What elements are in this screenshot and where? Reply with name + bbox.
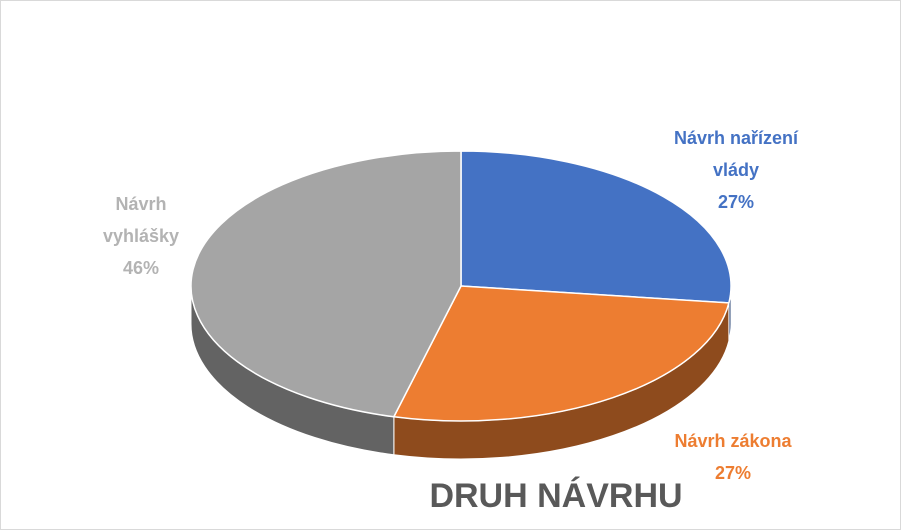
- data-label-name: Návrh vyhlášky: [102, 194, 180, 246]
- slice: [190, 150, 462, 418]
- data-label-name: Návrh zákona: [674, 431, 792, 451]
- chart-title: DRUH NÁVRHU: [429, 477, 683, 515]
- data-label-value: 27%: [717, 192, 755, 212]
- data-label-name: Návrh nařízení vlády: [673, 128, 799, 180]
- data-label-value: 27%: [714, 463, 752, 483]
- slice: [392, 285, 730, 422]
- slice: [460, 150, 732, 304]
- data-label-value: 46%: [122, 258, 160, 278]
